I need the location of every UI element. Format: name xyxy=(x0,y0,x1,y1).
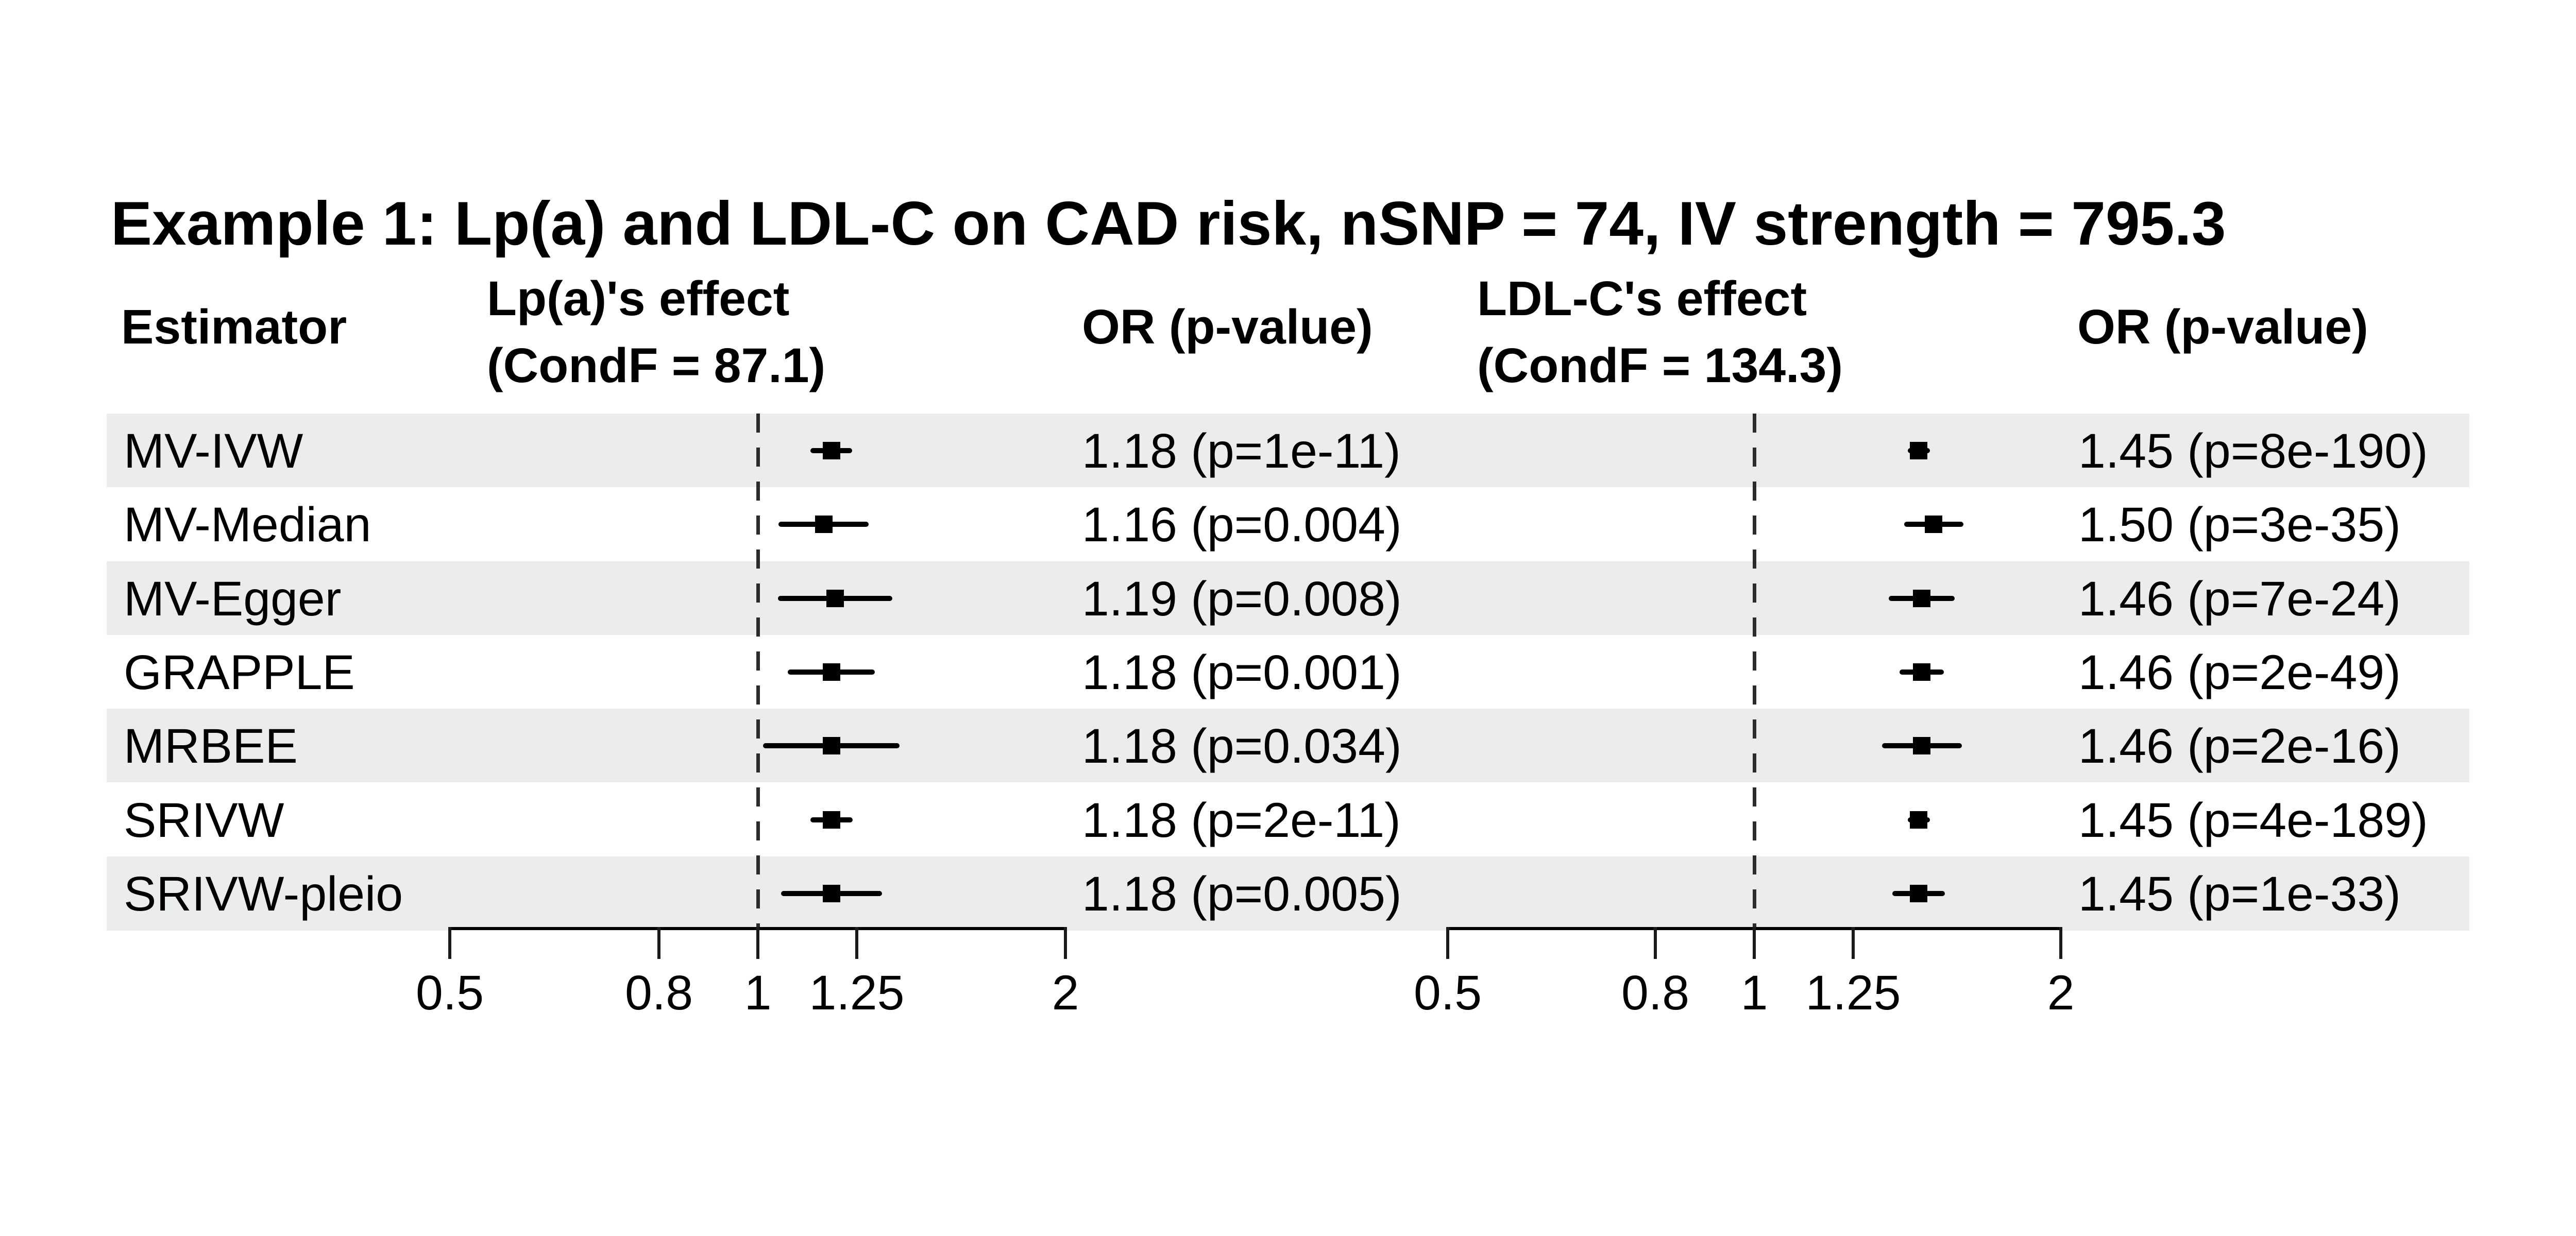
estimator-label: MV-Median xyxy=(124,497,371,552)
or-pvalue-value-panel1: 1.18 (p=0.005) xyxy=(1082,867,1402,921)
estimator-column-header: Estimator xyxy=(121,300,347,354)
or-pvalue-value-panel1: 1.18 (p=0.001) xyxy=(1082,645,1402,700)
or-pvalue-value-panel1: 1.18 (p=1e-11) xyxy=(1082,424,1401,478)
or-pvalue-value-panel1: 1.18 (p=0.034) xyxy=(1082,719,1402,774)
axis-tick-label: 2 xyxy=(1052,966,1079,1020)
point-estimate-marker xyxy=(1913,663,1931,681)
axis-tick-label: 1.25 xyxy=(809,966,905,1020)
or-pvalue-column-header-2: OR (p-value) xyxy=(2077,300,2368,354)
point-estimate-marker xyxy=(1910,811,1928,829)
chart-title: Example 1: Lp(a) and LDL-C on CAD risk, … xyxy=(111,189,2226,258)
point-estimate-marker xyxy=(822,811,840,829)
point-estimate-marker xyxy=(822,736,840,754)
point-estimate-marker xyxy=(822,884,840,902)
axis-tick-label: 0.8 xyxy=(1621,966,1690,1020)
estimator-label: MV-Egger xyxy=(124,572,342,626)
axis-tick xyxy=(1654,927,1657,959)
estimator-label: SRIVW-pleio xyxy=(124,867,403,921)
axis-tick-label: 0.5 xyxy=(415,966,484,1020)
estimator-label: MV-IVW xyxy=(124,424,303,478)
reference-line-panel1 xyxy=(756,414,760,927)
or-pvalue-value-panel2: 1.45 (p=8e-190) xyxy=(2078,424,2428,478)
or-pvalue-value-panel1: 1.18 (p=2e-11) xyxy=(1082,793,1401,848)
or-pvalue-value-panel1: 1.16 (p=0.004) xyxy=(1082,497,1402,552)
or-pvalue-value-panel2: 1.50 (p=3e-35) xyxy=(2078,497,2401,552)
or-pvalue-value-panel1: 1.19 (p=0.008) xyxy=(1082,572,1402,626)
point-estimate-marker xyxy=(1910,884,1928,902)
panel1-header-line1: Lp(a)'s effect xyxy=(487,271,790,326)
axis-tick-label: 1 xyxy=(744,966,772,1020)
point-estimate-marker xyxy=(822,663,840,681)
estimator-label: MRBEE xyxy=(124,719,298,774)
table-row: MRBEE 1.18 (p=0.034) 1.46 (p=2e-16) xyxy=(107,709,2469,782)
table-row: SRIVW-pleio 1.18 (p=0.005) 1.45 (p=1e-33… xyxy=(107,856,2469,931)
table-row: MV-Egger 1.19 (p=0.008) 1.46 (p=7e-24) xyxy=(107,561,2469,635)
panel2-header-line1: LDL-C's effect xyxy=(1477,271,1807,326)
axis-tick-label: 1.25 xyxy=(1805,966,1901,1020)
axis-tick-label: 0.5 xyxy=(1413,966,1482,1020)
panel2-header-line2: (CondF = 134.3) xyxy=(1477,338,1843,393)
axis-tick xyxy=(1064,927,1067,959)
point-estimate-marker xyxy=(822,441,840,459)
point-estimate-marker xyxy=(815,515,833,533)
or-pvalue-value-panel2: 1.46 (p=2e-16) xyxy=(2078,719,2401,774)
or-pvalue-value-panel2: 1.45 (p=4e-189) xyxy=(2078,793,2428,848)
axis-tick xyxy=(2059,927,2062,959)
axis-tick-label: 1 xyxy=(1740,966,1768,1020)
panel1-header-line2: (CondF = 87.1) xyxy=(487,338,826,393)
table-row: SRIVW 1.18 (p=2e-11) 1.45 (p=4e-189) xyxy=(107,783,2469,856)
reference-line-panel2 xyxy=(1753,414,1756,927)
or-pvalue-value-panel2: 1.45 (p=1e-33) xyxy=(2078,867,2401,921)
axis-tick xyxy=(657,927,660,959)
point-estimate-marker xyxy=(1913,589,1931,607)
point-estimate-marker xyxy=(1925,515,1943,533)
axis-tick xyxy=(1446,927,1449,959)
point-estimate-marker xyxy=(1910,441,1928,459)
point-estimate-marker xyxy=(826,589,844,607)
or-pvalue-value-panel2: 1.46 (p=2e-49) xyxy=(2078,645,2401,700)
estimator-label: GRAPPLE xyxy=(124,645,355,700)
axis-tick xyxy=(1753,927,1756,959)
axis-tick xyxy=(855,927,858,959)
axis-tick xyxy=(756,927,759,959)
point-estimate-marker xyxy=(1913,736,1931,754)
estimator-label: SRIVW xyxy=(124,793,284,848)
axis-tick xyxy=(448,927,451,959)
axis-tick xyxy=(1852,927,1855,959)
or-pvalue-value-panel2: 1.46 (p=7e-24) xyxy=(2078,572,2401,626)
table-row: MV-Median 1.16 (p=0.004) 1.50 (p=3e-35) xyxy=(107,487,2469,561)
or-pvalue-column-header-1: OR (p-value) xyxy=(1082,300,1373,354)
axis-tick-label: 0.8 xyxy=(624,966,693,1020)
table-row: MV-IVW 1.18 (p=1e-11) 1.45 (p=8e-190) xyxy=(107,414,2469,487)
axis-tick-label: 2 xyxy=(2047,966,2075,1020)
table-row: GRAPPLE 1.18 (p=0.001) 1.46 (p=2e-49) xyxy=(107,635,2469,709)
